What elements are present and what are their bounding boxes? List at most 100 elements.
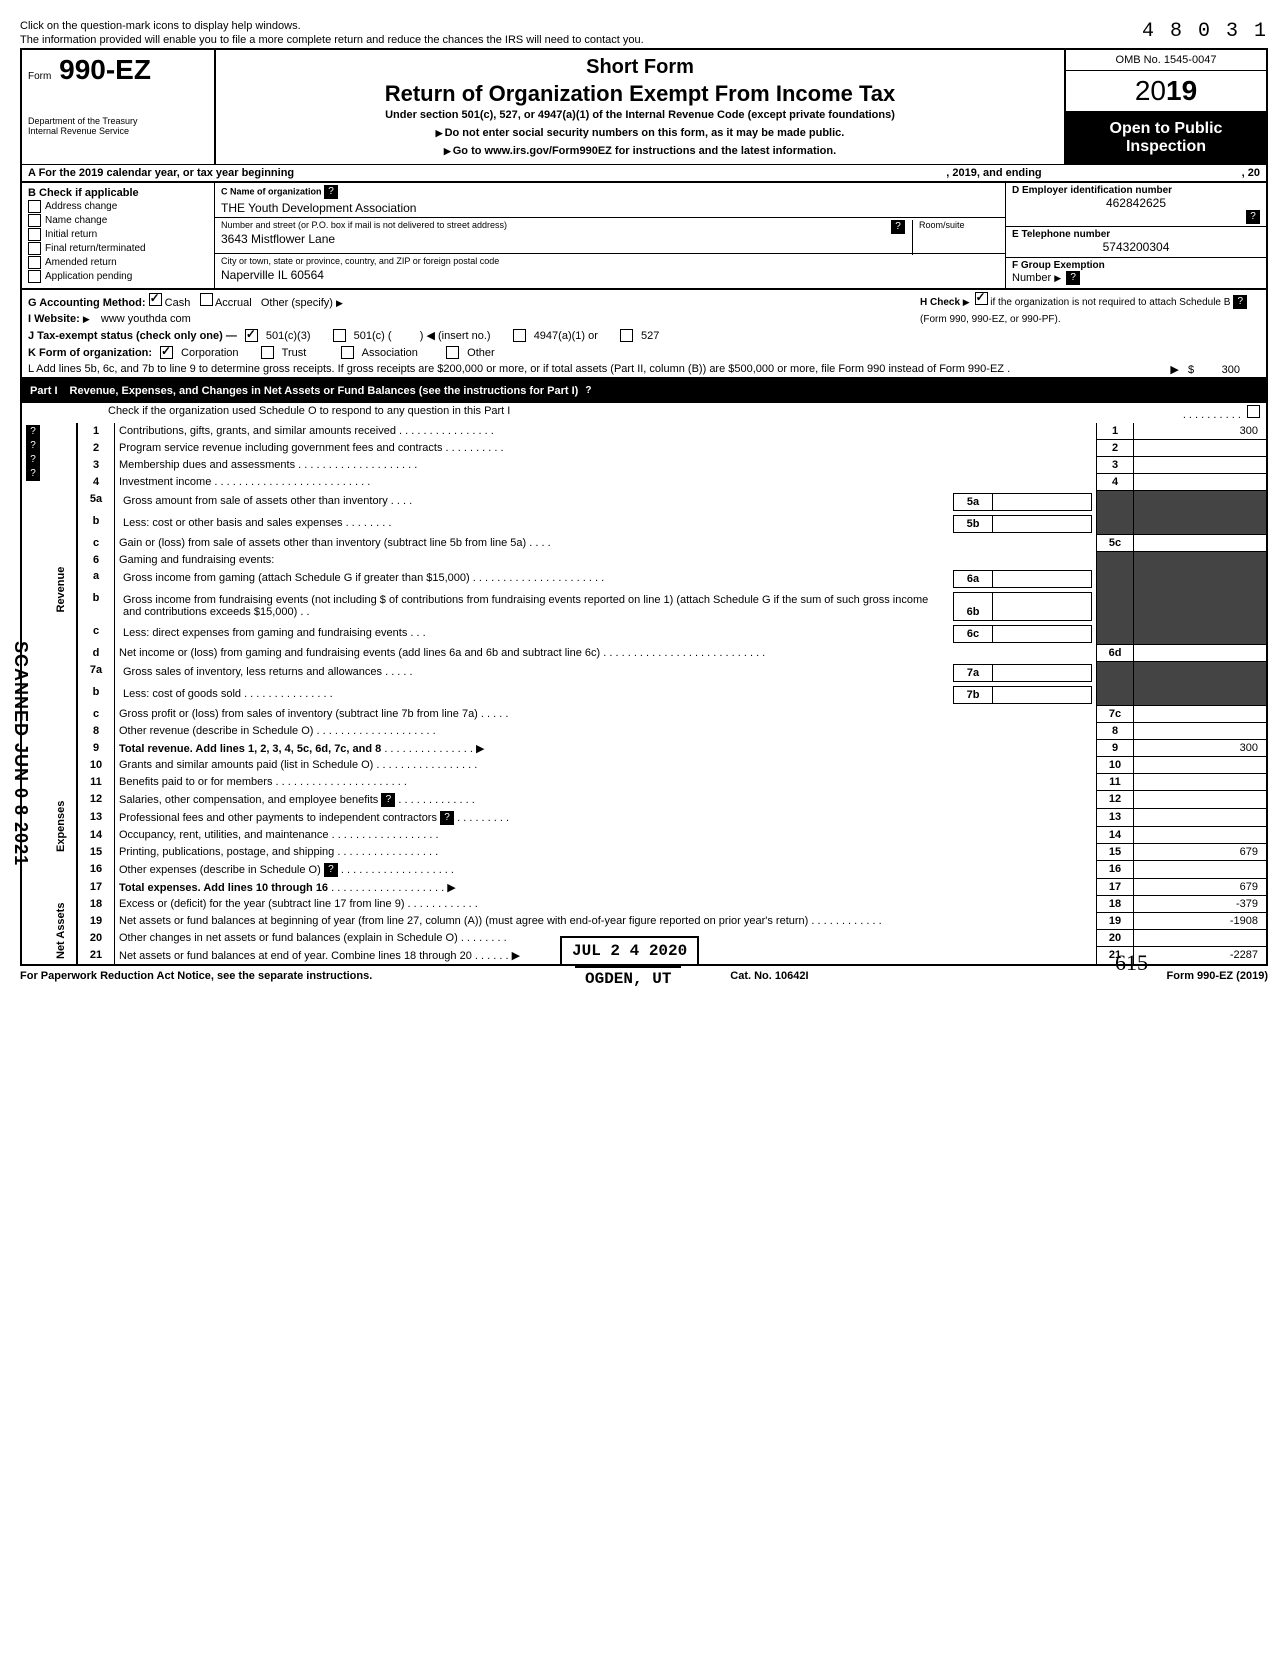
help-icon[interactable]: ? (324, 863, 338, 877)
paperwork-notice: For Paperwork Reduction Act Notice, see … (20, 970, 372, 982)
chk-501c[interactable] (333, 329, 346, 342)
help-icon[interactable]: ? (26, 425, 40, 439)
line-9-val: 300 (1134, 740, 1268, 757)
chk-schedule-o[interactable] (1247, 405, 1260, 418)
org-address: 3643 Mistflower Lane (221, 232, 999, 246)
line-13-ref: 13 (1097, 809, 1134, 827)
line-8-ref: 8 (1097, 723, 1134, 740)
opt-527: 527 (641, 330, 659, 342)
line-5c-ref: 5c (1097, 535, 1134, 552)
opt-final-return: Final return/terminated (45, 243, 146, 254)
h-label: H Check (920, 297, 960, 308)
stamp-ogden: OGDEN, UT (575, 966, 681, 992)
line-7b-num: b (77, 684, 115, 706)
help-icon[interactable]: ? (26, 453, 40, 467)
line-7a-num: 7a (77, 662, 115, 684)
line-17-ref: 17 (1097, 879, 1134, 896)
opt-corporation: Corporation (181, 347, 238, 359)
chk-initial-return[interactable] (28, 228, 41, 241)
line-5a-num: 5a (77, 491, 115, 513)
line-2-val (1134, 440, 1268, 457)
line-2-desc: Program service revenue including govern… (119, 442, 442, 454)
line-6c-desc: Less: direct expenses from gaming and fu… (123, 627, 407, 639)
b-header: B Check if applicable (28, 187, 208, 199)
line-6c-num: c (77, 623, 115, 645)
line-14-ref: 14 (1097, 827, 1134, 844)
chk-amended-return[interactable] (28, 256, 41, 269)
line-8-num: 8 (77, 723, 115, 740)
chk-accrual[interactable] (200, 293, 213, 306)
opt-application-pending: Application pending (45, 271, 132, 282)
chk-association[interactable] (341, 346, 354, 359)
chk-trust[interactable] (261, 346, 274, 359)
line-10-desc: Grants and similar amounts paid (list in… (119, 759, 373, 771)
chk-527[interactable] (620, 329, 633, 342)
part1-check-row: Check if the organization used Schedule … (20, 403, 1268, 423)
line-6a-desc: Gross income from gaming (attach Schedul… (123, 572, 470, 584)
help-icon[interactable]: ? (324, 185, 338, 199)
line-7c-val (1134, 706, 1268, 723)
chk-application-pending[interactable] (28, 270, 41, 283)
chk-corporation[interactable] (160, 346, 173, 359)
line-4-num: 4 (77, 474, 115, 491)
chk-final-return[interactable] (28, 242, 41, 255)
line-6b-num: b (77, 590, 115, 623)
line-16-num: 16 (77, 861, 115, 879)
ein-value: 462842625 (1012, 196, 1260, 210)
chk-name-change[interactable] (28, 214, 41, 227)
top-doc-number: 4 8 0 3 1 (1142, 20, 1268, 43)
line-15-num: 15 (77, 844, 115, 861)
line-5b-sn: 5b (954, 515, 993, 532)
k-label: K Form of organization: (28, 347, 152, 359)
line-7a-sn: 7a (954, 664, 993, 681)
help-icon[interactable]: ? (26, 439, 40, 453)
line-13-val (1134, 809, 1268, 827)
help-icon[interactable]: ? (891, 220, 905, 234)
help-icon[interactable]: ? (26, 467, 40, 481)
line-15-ref: 15 (1097, 844, 1134, 861)
opt-501c-insert: ) ◀ (insert no.) (420, 329, 491, 342)
help-icon[interactable]: ? (381, 793, 395, 807)
line-7c-desc: Gross profit or (loss) from sales of inv… (119, 708, 478, 720)
opt-4947: 4947(a)(1) or (534, 330, 598, 342)
chk-address-change[interactable] (28, 200, 41, 213)
help-icon[interactable]: ? (1066, 271, 1080, 285)
help-icon[interactable]: ? (1246, 210, 1260, 224)
line-5b-desc: Less: cost or other basis and sales expe… (123, 517, 343, 529)
help-icon[interactable]: ? (440, 811, 454, 825)
chk-other-org[interactable] (446, 346, 459, 359)
line-11-ref: 11 (1097, 774, 1134, 791)
line-15-val: 679 (1134, 844, 1268, 861)
chk-cash[interactable] (149, 293, 162, 306)
opt-other-specify: Other (specify) (261, 297, 333, 309)
l-text: L Add lines 5b, 6c, and 7b to line 9 to … (28, 363, 1010, 375)
l-row: L Add lines 5b, 6c, and 7b to line 9 to … (20, 361, 1268, 379)
help-note-2: The information provided will enable you… (20, 34, 1268, 46)
goto-url: Go to www.irs.gov/Form990EZ for instruct… (453, 145, 836, 157)
help-icon[interactable]: ? (581, 384, 595, 398)
line-18-val: -379 (1134, 896, 1268, 913)
line-6d-ref: 6d (1097, 645, 1134, 662)
subtitle: Under section 501(c), 527, or 4947(a)(1)… (226, 109, 1054, 121)
line-1-num: 1 (77, 423, 115, 440)
help-icon[interactable]: ? (1233, 295, 1247, 309)
chk-4947[interactable] (513, 329, 526, 342)
chk-schedule-b[interactable] (975, 292, 988, 305)
line-5c-num: c (77, 535, 115, 552)
part1-title: Revenue, Expenses, and Changes in Net As… (70, 384, 1258, 398)
line-12-val (1134, 791, 1268, 809)
line-19-num: 19 (77, 913, 115, 930)
opt-501c3: 501(c)(3) (266, 330, 311, 342)
line-19-val: -1908 (1134, 913, 1268, 930)
c-addr-label: Number and street (or P.O. box if mail i… (221, 220, 999, 230)
phone-value: 5743200304 (1012, 240, 1260, 254)
row-a-label: A For the 2019 calendar year, or tax yea… (28, 167, 294, 179)
line-7c-num: c (77, 706, 115, 723)
cat-number: Cat. No. 10642I (730, 970, 808, 982)
chk-501c3[interactable] (245, 329, 258, 342)
line-6-num: 6 (77, 552, 115, 568)
opt-amended-return: Amended return (45, 257, 117, 268)
line-6b-desc: Gross income from fundraising events (no… (123, 594, 928, 618)
line-11-num: 11 (77, 774, 115, 791)
opt-name-change: Name change (45, 215, 107, 226)
